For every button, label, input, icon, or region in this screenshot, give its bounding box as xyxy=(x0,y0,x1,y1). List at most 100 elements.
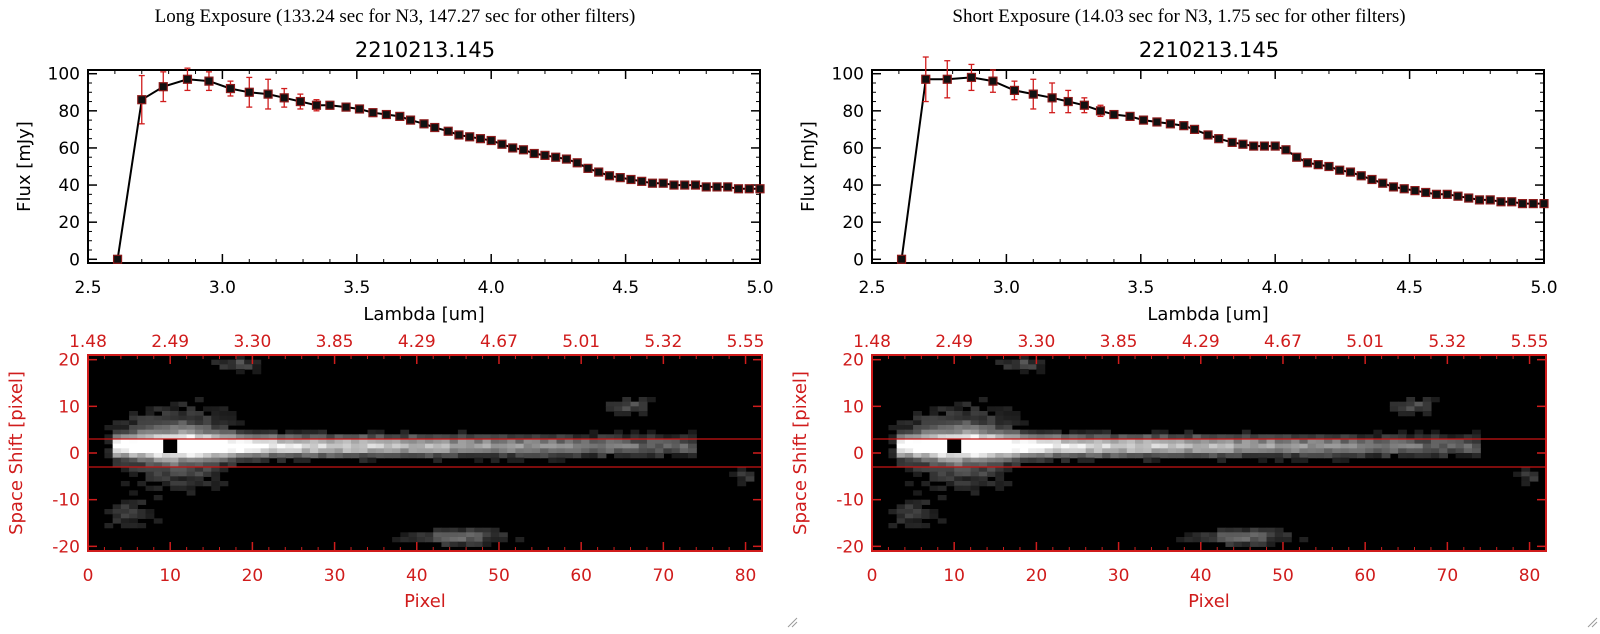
image-pixel xyxy=(252,429,262,435)
image-pixel xyxy=(137,509,147,515)
image-pixel xyxy=(995,471,1005,477)
resize-grip-icon[interactable] xyxy=(1586,616,1598,628)
image-pixel xyxy=(203,415,212,421)
image-pixel xyxy=(120,429,130,435)
image-pixel xyxy=(622,401,632,407)
image-pixel xyxy=(564,434,574,440)
image-pixel xyxy=(548,453,558,459)
data-point xyxy=(733,184,744,194)
image-pixel xyxy=(1085,448,1095,454)
image-pixel xyxy=(978,448,988,454)
image-pixel xyxy=(913,420,922,426)
image-pixel xyxy=(1209,434,1218,440)
image-pixel xyxy=(260,457,270,463)
image-pixel xyxy=(987,448,996,454)
image-pixel xyxy=(970,453,980,459)
data-point xyxy=(669,180,679,190)
image-pixel xyxy=(929,420,939,426)
image-pixel xyxy=(896,425,906,431)
image-pixel xyxy=(1307,439,1317,445)
image-pixel xyxy=(474,537,484,543)
y-axis-label: Space Shift [pixel] xyxy=(6,371,27,535)
image-pixel xyxy=(309,434,319,440)
x-tick-label: 40 xyxy=(406,566,428,586)
image-pixel xyxy=(1028,434,1037,440)
image-pixel xyxy=(995,453,1005,459)
image-pixel xyxy=(1167,439,1177,445)
image-pixel xyxy=(638,397,648,403)
image-pixel xyxy=(970,434,980,440)
image-pixel xyxy=(1167,434,1177,440)
image-pixel xyxy=(293,457,303,463)
image-pixel xyxy=(1406,443,1416,449)
image-pixel xyxy=(1192,443,1202,449)
image-pixel xyxy=(145,485,155,491)
image-pixel xyxy=(1332,434,1342,440)
image-pixel xyxy=(1414,401,1424,407)
image-pixel xyxy=(1422,448,1432,454)
image-pixel xyxy=(913,439,922,445)
image-pixel xyxy=(1028,359,1037,365)
image-pixel xyxy=(104,448,114,454)
image-pixel xyxy=(170,425,180,431)
image-pixel xyxy=(1011,462,1021,468)
image-pixel xyxy=(301,453,311,459)
image-pixel xyxy=(1266,434,1276,440)
image-pixel xyxy=(1225,448,1235,454)
image-pixel xyxy=(137,425,147,431)
image-pixel xyxy=(1439,434,1448,440)
image-pixel xyxy=(301,448,311,454)
image-pixel xyxy=(1044,429,1054,435)
image-pixel xyxy=(137,467,147,473)
image-pixel xyxy=(1389,448,1399,454)
x-tick-label: 30 xyxy=(1108,566,1130,586)
image-pixel xyxy=(1192,439,1202,445)
data-point xyxy=(1138,115,1149,125)
image-pixel xyxy=(449,453,459,459)
image-pixel xyxy=(211,429,221,435)
data-point xyxy=(755,184,765,194)
image-pixel xyxy=(995,443,1005,449)
image-pixel xyxy=(888,448,898,454)
image-pixel xyxy=(1266,532,1276,538)
image-pixel xyxy=(896,504,906,510)
image-pixel xyxy=(252,369,262,375)
long-exposure-image-panel: 0 1.48 10 2.49 20 3.30 30 3.85 40 4.29 50 4.67 60 5.0… xyxy=(6,332,764,612)
top-axis-tick-label: 5.32 xyxy=(644,332,682,352)
image-pixel xyxy=(1340,457,1350,463)
image-pixel xyxy=(1151,443,1161,449)
image-pixel xyxy=(605,406,615,412)
image-pixel xyxy=(929,509,939,515)
image-pixel xyxy=(904,523,914,529)
data-point xyxy=(647,178,658,188)
image-pixel xyxy=(630,434,640,440)
image-pixel xyxy=(1521,471,1531,477)
image-pixel xyxy=(987,443,996,449)
image-pixel xyxy=(1348,453,1358,459)
image-pixel xyxy=(449,541,459,547)
y-tick-label: 0 xyxy=(853,444,864,464)
image-pixel xyxy=(1069,434,1079,440)
image-pixel xyxy=(219,434,229,440)
image-pixel xyxy=(449,537,459,543)
image-pixel xyxy=(954,457,964,463)
top-axis-tick-label: 1.48 xyxy=(69,332,107,352)
image-pixel xyxy=(1389,439,1399,445)
image-pixel xyxy=(1521,481,1531,487)
chart-title: 2210213.145 xyxy=(1139,38,1279,62)
image-pixel xyxy=(1011,457,1021,463)
image-pixel xyxy=(564,443,574,449)
image-pixel xyxy=(1077,453,1087,459)
image-pixel xyxy=(1233,434,1243,440)
data-point xyxy=(1028,89,1038,99)
image-pixel xyxy=(153,406,163,412)
image-pixel xyxy=(622,453,632,459)
image-pixel xyxy=(605,439,615,445)
image-pixel xyxy=(145,429,155,435)
image-pixel xyxy=(129,443,138,449)
resize-grip-icon[interactable] xyxy=(786,616,798,628)
image-pixel xyxy=(921,420,931,426)
image-pixel xyxy=(556,457,566,463)
image-pixel xyxy=(589,434,599,440)
image-pixel xyxy=(153,434,163,440)
